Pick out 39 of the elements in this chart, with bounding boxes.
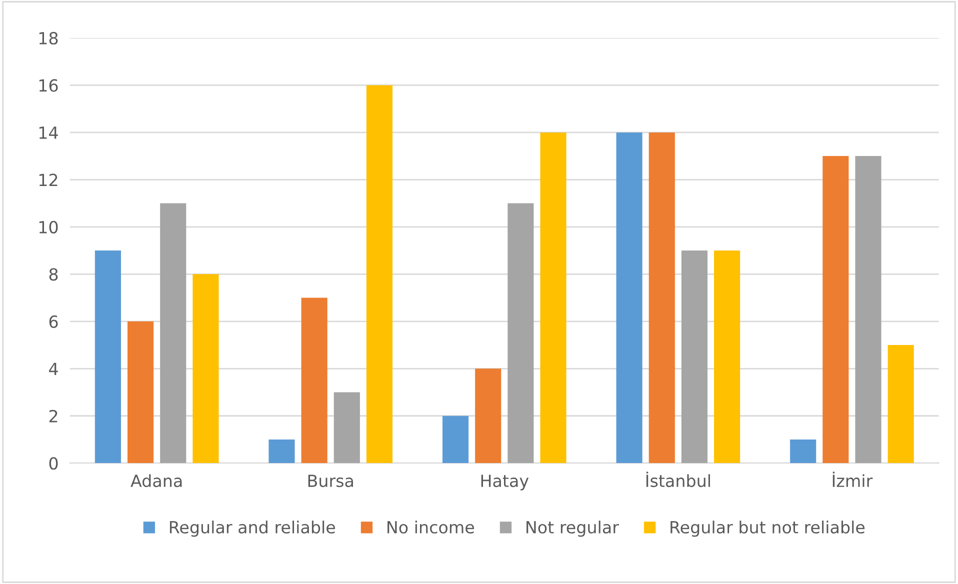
legend-label: Not regular <box>526 520 619 537</box>
x-tick-label: İstanbul <box>646 472 710 488</box>
x-tick-label: İzmir <box>832 472 873 487</box>
bar <box>366 85 393 464</box>
bar <box>128 321 154 464</box>
bar <box>508 203 534 464</box>
bar <box>681 250 708 464</box>
y-tick-label: 14 <box>39 126 58 139</box>
bar <box>790 439 816 464</box>
bar <box>540 132 566 464</box>
x-tick-label: Bursa <box>308 474 353 488</box>
bar <box>648 132 675 464</box>
bar <box>822 156 849 464</box>
bar <box>334 392 360 464</box>
y-tick-label: 6 <box>49 315 58 328</box>
x-tick-label: Adana <box>130 474 182 488</box>
y-tick-label: 2 <box>49 410 58 422</box>
y-tick-label: 18 <box>39 32 58 45</box>
legend-label: No income <box>388 520 474 534</box>
legend-label: Regular but not reliable <box>670 520 865 537</box>
bar <box>268 439 295 464</box>
bar <box>442 416 469 464</box>
y-tick-label: 4 <box>49 362 58 375</box>
legend-label: Regular and reliable <box>170 520 336 537</box>
bar <box>616 132 642 464</box>
x-tick-label: Hatay <box>481 474 529 490</box>
bar <box>160 203 186 464</box>
y-tick-label: 10 <box>39 220 58 234</box>
y-tick-label: 0 <box>49 457 58 470</box>
bar <box>714 250 740 464</box>
bar <box>192 274 219 464</box>
bar <box>301 298 328 464</box>
bar <box>855 156 882 464</box>
y-tick-label: 8 <box>49 268 58 281</box>
bar <box>475 368 502 464</box>
y-tick-label: 12 <box>39 174 58 186</box>
bar <box>94 250 121 464</box>
y-tick-label: 16 <box>39 79 58 92</box>
bar <box>888 345 914 464</box>
